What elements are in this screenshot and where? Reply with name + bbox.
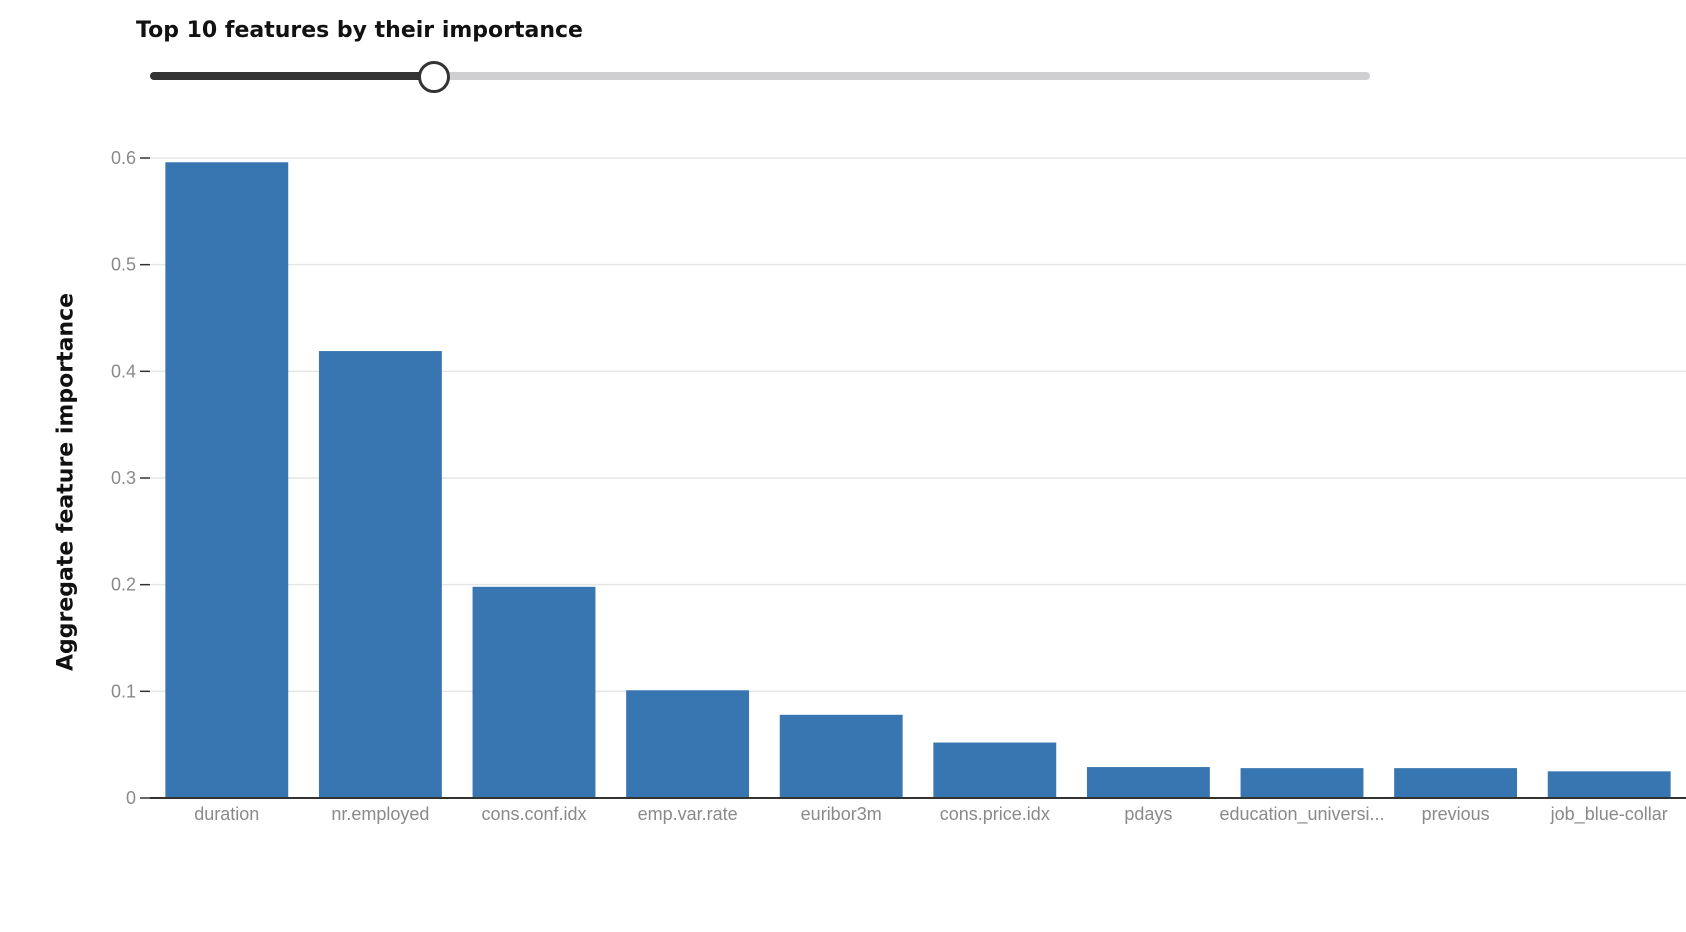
y-tick-label: 0 bbox=[126, 788, 136, 808]
y-tick-label: 0.5 bbox=[111, 255, 136, 275]
slider-thumb[interactable] bbox=[417, 61, 450, 93]
bar-emp-var-rate[interactable] bbox=[626, 690, 750, 798]
slider-track[interactable] bbox=[150, 72, 1370, 80]
y-tick-label: 0.2 bbox=[111, 575, 136, 595]
x-tick-label: pdays bbox=[1124, 804, 1172, 824]
top-features-slider[interactable] bbox=[150, 58, 1370, 94]
x-tick-label: nr.employed bbox=[331, 804, 429, 824]
x-tick-label: emp.var.rate bbox=[638, 804, 738, 824]
bar-duration[interactable] bbox=[165, 162, 289, 798]
bar-nr-employed[interactable] bbox=[318, 351, 442, 798]
bar-previous[interactable] bbox=[1394, 768, 1518, 798]
bar-cons-price-idx[interactable] bbox=[933, 742, 1057, 798]
y-tick-label: 0.1 bbox=[111, 681, 136, 701]
x-tick-label: cons.conf.idx bbox=[481, 804, 586, 824]
x-tick-label: education_universi... bbox=[1219, 804, 1384, 825]
slider-fill bbox=[150, 72, 432, 80]
bar-education-universi[interactable] bbox=[1240, 768, 1364, 798]
bar-job-blue-collar[interactable] bbox=[1547, 771, 1671, 798]
x-tick-label: job_blue-collar bbox=[1550, 804, 1668, 825]
x-tick-label: euribor3m bbox=[801, 804, 882, 824]
y-tick-label: 0.4 bbox=[111, 361, 136, 381]
x-tick-label: previous bbox=[1422, 804, 1490, 824]
x-tick-label: duration bbox=[194, 804, 259, 824]
y-tick-label: 0.3 bbox=[111, 468, 136, 488]
slider-title: Top 10 features by their importance bbox=[136, 18, 583, 43]
bar-pdays[interactable] bbox=[1086, 767, 1210, 798]
bar-euribor3m[interactable] bbox=[779, 714, 903, 798]
bar-cons-conf-idx[interactable] bbox=[472, 586, 596, 798]
y-tick-label: 0.6 bbox=[111, 148, 136, 168]
x-tick-label: cons.price.idx bbox=[940, 804, 1050, 824]
